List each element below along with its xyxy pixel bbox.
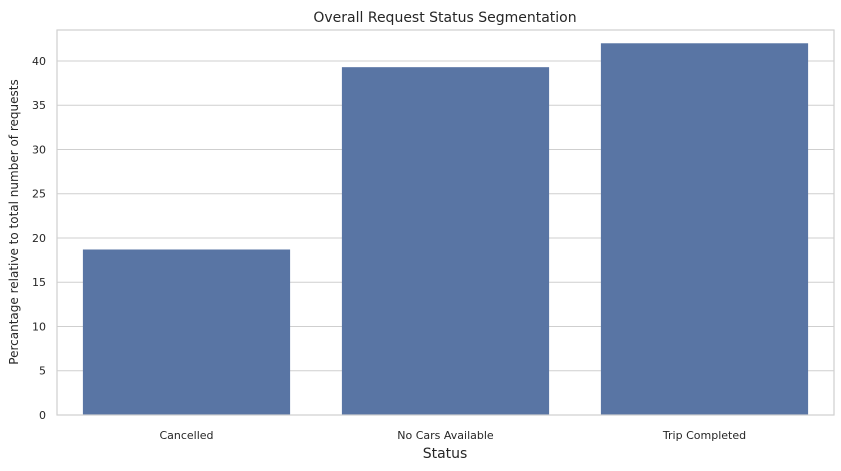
y-tick-label: 40 bbox=[32, 55, 46, 68]
y-tick-labels: 0 5 10 15 20 25 30 35 40 bbox=[32, 55, 46, 422]
y-tick-label: 0 bbox=[39, 409, 46, 422]
bar bbox=[600, 43, 809, 415]
y-tick-label: 10 bbox=[32, 320, 46, 333]
y-tick-label: 30 bbox=[32, 143, 46, 156]
x-tick-label: Cancelled bbox=[159, 429, 213, 442]
x-axis-label: Status bbox=[423, 446, 468, 462]
x-tick-label: No Cars Available bbox=[397, 429, 494, 442]
y-tick-label: 15 bbox=[32, 276, 46, 289]
y-tick-label: 25 bbox=[32, 188, 46, 201]
bar bbox=[82, 249, 291, 415]
y-tick-label: 20 bbox=[32, 232, 46, 245]
bars bbox=[82, 43, 809, 415]
plot-frame bbox=[56, 29, 835, 416]
chart-title: Overall Request Status Segmentation bbox=[313, 10, 576, 26]
y-tick-label: 5 bbox=[39, 365, 46, 378]
bar bbox=[341, 67, 550, 415]
x-tick-label: Trip Completed bbox=[662, 429, 746, 442]
y-tick-label: 35 bbox=[32, 99, 46, 112]
y-axis-label: Percantage relative to total number of r… bbox=[7, 79, 21, 364]
x-tick-labels: Cancelled No Cars Available Trip Completed bbox=[159, 429, 746, 442]
